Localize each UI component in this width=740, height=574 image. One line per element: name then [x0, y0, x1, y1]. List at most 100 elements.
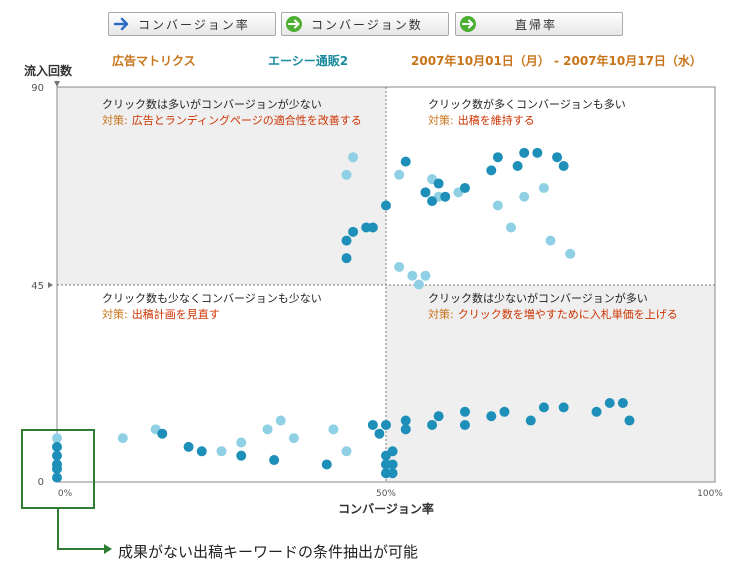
- conversion-count-label: コンバージョン数: [311, 17, 423, 32]
- data-point-light: [288, 433, 299, 444]
- data-point-light: [348, 152, 359, 163]
- data-point-dark: [236, 450, 247, 461]
- data-point-dark: [348, 226, 359, 237]
- data-point-dark: [341, 235, 352, 246]
- data-point-light: [407, 270, 418, 281]
- data-point-dark: [400, 415, 411, 426]
- data-point-light: [216, 446, 227, 457]
- data-point-dark: [624, 415, 635, 426]
- quadrant-action-bottom-left: 対策: 出稿計画を見直す: [102, 307, 220, 321]
- data-point-dark: [341, 253, 352, 264]
- data-point-dark: [269, 455, 280, 466]
- data-point-dark: [183, 441, 194, 452]
- action-text: 出稿計画を見直す: [132, 307, 220, 321]
- data-point-dark: [558, 161, 569, 171]
- data-point-dark: [604, 398, 615, 408]
- quadrant-label-bottom-right: クリック数は少ないがコンバージョンが多い 対策: クリック数を増やすために入札単価…: [428, 291, 678, 321]
- conversion-rate-label: コンバージョン率: [138, 17, 250, 32]
- data-point-light: [262, 424, 273, 435]
- x-axis-label: コンバージョン率: [338, 501, 434, 516]
- quadrant-title-bottom-left: クリック数も少なくコンバージョンも少ない: [102, 292, 322, 305]
- data-point-light: [328, 424, 339, 435]
- data-point-dark: [486, 411, 497, 422]
- data-point-dark: [400, 156, 411, 167]
- data-point-dark: [321, 459, 332, 470]
- data-point-dark: [519, 147, 530, 158]
- data-point-light: [413, 279, 424, 290]
- action-text: 出稿を維持する: [458, 113, 535, 127]
- data-point-dark: [52, 441, 62, 452]
- data-point-dark: [387, 459, 398, 470]
- quadrant-action-bottom-right: 対策: クリック数を増やすために入札単価を上げる: [428, 307, 678, 321]
- data-point-light: [341, 446, 352, 457]
- highlight-connector: [57, 508, 104, 550]
- data-point-light: [519, 191, 530, 202]
- data-point-light: [236, 437, 247, 448]
- data-point-dark: [538, 402, 549, 413]
- data-point-dark: [617, 398, 628, 408]
- data-point-light: [545, 235, 556, 246]
- x-tick-50: 50%: [376, 489, 396, 499]
- action-prefix: 対策:: [102, 113, 128, 127]
- data-point-light: [275, 415, 286, 426]
- action-text: クリック数を増やすために入札単価を上げる: [458, 307, 678, 321]
- data-point-dark: [433, 178, 444, 189]
- data-point-dark: [381, 419, 391, 430]
- data-point-light: [117, 433, 128, 444]
- quadrant-label-top-left: クリック数は多いがコンバージョンが少ない 対策: 広告とランディングページの適合性…: [102, 97, 362, 127]
- action-prefix: 対策:: [102, 307, 128, 321]
- data-point-dark: [196, 446, 207, 457]
- data-point-dark: [532, 147, 543, 158]
- x-tick-0: 0%: [58, 489, 73, 499]
- quadrant-title-top-right: クリック数が多くコンバージョンも多い: [428, 97, 626, 111]
- data-point-dark: [367, 419, 378, 430]
- conversion-count-button[interactable]: コンバージョン数: [281, 12, 449, 36]
- action-prefix: 対策:: [428, 113, 454, 127]
- data-point-dark: [157, 428, 168, 439]
- quadrant-label-bottom-left: クリック数も少なくコンバージョンも少ない 対策: 出稿計画を見直す: [102, 292, 322, 321]
- data-point-dark: [459, 406, 470, 417]
- x-tick-100: 100%: [697, 489, 723, 499]
- data-point-light: [420, 270, 431, 281]
- data-point-dark: [420, 187, 431, 198]
- quadrant-label-top-right: クリック数が多くコンバージョンも多い 対策: 出稿を維持する: [428, 97, 626, 127]
- data-point-dark: [525, 415, 536, 426]
- data-point-dark: [591, 406, 602, 417]
- data-point-dark: [492, 152, 503, 163]
- data-point-dark: [512, 161, 523, 171]
- quadrant-action-top-left: 対策: 広告とランディングページの適合性を改善する: [102, 113, 362, 127]
- data-point-light: [538, 182, 549, 193]
- arrow-right-icon: [113, 17, 129, 31]
- data-point-dark: [367, 222, 378, 233]
- bounce-rate-button[interactable]: 直帰率: [455, 12, 623, 36]
- data-point-dark: [433, 411, 444, 422]
- data-point-dark: [52, 472, 62, 483]
- bounce-rate-label: 直帰率: [515, 17, 558, 32]
- y-tick-45: 45: [31, 281, 44, 292]
- data-point-light: [394, 261, 405, 272]
- arrow-right-circle-icon: [460, 16, 476, 32]
- y-tick-0: 0: [38, 477, 44, 488]
- data-point-dark: [558, 402, 569, 413]
- quadrant-shade-bottom-right: [386, 285, 715, 482]
- data-point-light: [492, 200, 503, 211]
- data-point-dark: [552, 152, 563, 163]
- data-point-dark: [427, 419, 438, 430]
- y-tick-marker-45: [48, 282, 53, 288]
- conversion-rate-button[interactable]: コンバージョン率: [108, 12, 276, 36]
- quadrant-title-top-left: クリック数は多いがコンバージョンが少ない: [102, 97, 322, 111]
- data-point-light: [506, 222, 517, 233]
- data-point-dark: [440, 191, 451, 202]
- highlight-note: 成果がない出稿キーワードの条件抽出が可能: [118, 543, 419, 561]
- data-point-light: [52, 433, 62, 444]
- y-tick-marker-90: [54, 81, 60, 87]
- data-point-dark: [486, 165, 497, 176]
- data-point-dark: [459, 182, 470, 193]
- action-text: 広告とランディングページの適合性を改善する: [132, 113, 362, 127]
- account-name: エーシー通販2: [268, 54, 349, 68]
- data-points: [52, 147, 635, 483]
- data-point-light: [341, 169, 352, 180]
- data-point-dark: [387, 446, 398, 457]
- data-point-light: [565, 248, 576, 259]
